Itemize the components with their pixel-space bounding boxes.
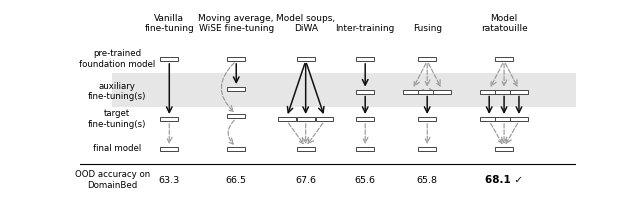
- Bar: [161, 57, 178, 61]
- Text: 68.1 ✓: 68.1 ✓: [485, 175, 523, 185]
- Bar: [495, 147, 513, 151]
- Text: Model soups,
DiWA: Model soups, DiWA: [276, 13, 335, 33]
- Bar: [495, 57, 513, 61]
- Bar: [356, 117, 374, 121]
- Bar: [419, 57, 436, 61]
- Bar: [356, 90, 374, 94]
- Bar: [403, 90, 421, 94]
- Bar: [510, 117, 528, 121]
- Bar: [112, 73, 576, 107]
- Bar: [161, 147, 178, 151]
- Text: 66.5: 66.5: [226, 176, 247, 185]
- Bar: [356, 57, 374, 61]
- Text: OOD accuracy on
DomainBed: OOD accuracy on DomainBed: [75, 170, 150, 190]
- Bar: [356, 147, 374, 151]
- Text: 63.3: 63.3: [159, 176, 180, 185]
- Bar: [433, 90, 451, 94]
- Text: Model
ratatouille: Model ratatouille: [481, 13, 527, 33]
- Text: Moving average,
WiSE fine-tuning: Moving average, WiSE fine-tuning: [198, 13, 274, 33]
- Text: Fusing: Fusing: [413, 24, 442, 33]
- Bar: [297, 147, 315, 151]
- Bar: [495, 90, 513, 94]
- Bar: [480, 117, 498, 121]
- Bar: [495, 117, 513, 121]
- Text: pre-trained
foundation model: pre-trained foundation model: [79, 49, 156, 69]
- Bar: [227, 57, 245, 61]
- Bar: [419, 117, 436, 121]
- Bar: [297, 57, 315, 61]
- Bar: [510, 90, 528, 94]
- Bar: [227, 114, 245, 118]
- Text: auxiliary
fine-tuning(s): auxiliary fine-tuning(s): [88, 82, 147, 101]
- Text: target
fine-tuning(s): target fine-tuning(s): [88, 109, 147, 129]
- Bar: [419, 90, 436, 94]
- Bar: [316, 117, 333, 121]
- Text: Vanilla
fine-tuning: Vanilla fine-tuning: [145, 13, 194, 33]
- Bar: [227, 147, 245, 151]
- Bar: [419, 147, 436, 151]
- Bar: [161, 117, 178, 121]
- Text: 67.6: 67.6: [295, 176, 316, 185]
- Text: 65.6: 65.6: [355, 176, 376, 185]
- Bar: [278, 117, 296, 121]
- Bar: [227, 87, 245, 91]
- Text: Inter-training: Inter-training: [335, 24, 395, 33]
- Text: 65.8: 65.8: [417, 176, 438, 185]
- Bar: [480, 90, 498, 94]
- Bar: [297, 117, 315, 121]
- Text: final model: final model: [93, 144, 141, 153]
